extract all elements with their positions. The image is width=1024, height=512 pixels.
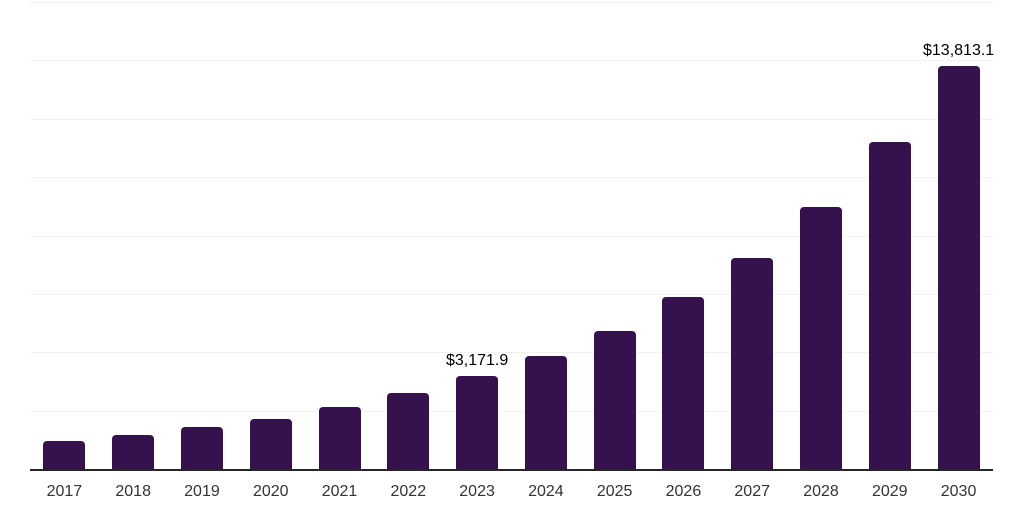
bar-2027 <box>731 257 774 469</box>
bar-2021 <box>318 407 361 469</box>
bar-2028 <box>800 206 843 469</box>
bar-2030 <box>937 65 980 469</box>
x-axis-label-2020: 2020 <box>252 483 289 500</box>
bar-2023 <box>456 376 499 469</box>
x-axis-label-2017: 2017 <box>46 483 83 500</box>
bar-2025 <box>593 330 636 469</box>
gridline <box>30 352 993 354</box>
x-axis-label-2021: 2021 <box>321 483 358 500</box>
bar-2029 <box>868 141 911 469</box>
gridline <box>30 235 993 237</box>
gridline <box>30 118 993 120</box>
gridline <box>30 2 993 3</box>
x-axis-label-2027: 2027 <box>734 483 770 500</box>
x-axis-labels: 2017 2018 2019 2020 2021 2022 2023 2024 2025 2026… <box>30 482 993 502</box>
x-axis-label-2026: 2026 <box>665 483 702 500</box>
bar-2019 <box>180 427 223 469</box>
gridline <box>30 293 993 295</box>
x-axis-label-2023: 2023 <box>459 483 495 500</box>
gridline <box>30 177 993 179</box>
bar-2026 <box>662 297 705 469</box>
x-axis-label-2022: 2022 <box>390 483 427 500</box>
plot-area: $3,171.9 $13,813.1 <box>30 2 995 469</box>
bar-2024 <box>524 356 567 469</box>
bar-2017 <box>43 440 86 469</box>
bar-2018 <box>112 435 155 469</box>
data-label-2030: $13,813.1 <box>923 41 995 59</box>
data-label-2023: $3,171.9 <box>445 352 509 370</box>
gridline <box>30 60 993 62</box>
x-axis-label-2030: 2030 <box>940 483 977 500</box>
bar-2022 <box>387 393 430 469</box>
bar-2020 <box>249 418 292 469</box>
x-axis-label-2025: 2025 <box>596 483 633 500</box>
x-axis-label-2029: 2029 <box>871 483 908 500</box>
x-axis-label-2018: 2018 <box>115 483 151 500</box>
gridline <box>30 410 993 412</box>
x-axis-label-2019: 2019 <box>184 483 220 500</box>
x-axis-label-2028: 2028 <box>803 483 839 500</box>
x-axis-line <box>30 469 993 471</box>
x-axis-label-2024: 2024 <box>528 483 564 500</box>
